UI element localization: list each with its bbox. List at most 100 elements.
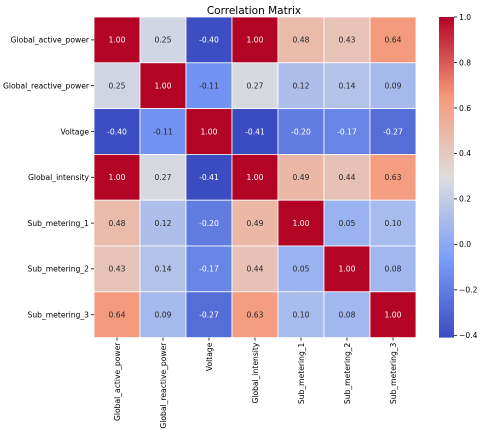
cell-value-label: 0.12: [293, 82, 310, 91]
heatmap-cell: [231, 108, 279, 155]
row-label: Global_active_power: [11, 36, 90, 45]
cell-value-label: -0.27: [383, 127, 403, 136]
cell-value-label: 0.14: [339, 82, 356, 91]
row-labels: Global_active_power Global_reactive_power…: [3, 36, 94, 320]
heatmap-cell: [277, 245, 325, 293]
heatmap-cell: [277, 291, 325, 338]
cell-value-label: -0.11: [199, 82, 219, 91]
heatmap-cell: [185, 291, 233, 338]
cell-value-label: 0.05: [339, 219, 356, 228]
heatmap-cell: [231, 291, 279, 338]
colorbar-tick-label: 1.0: [459, 13, 471, 22]
column-label: Voltage: [205, 342, 214, 371]
cell-value-label: 0.10: [385, 219, 402, 228]
row-label: Sub_metering_1: [28, 219, 90, 228]
heatmap-cell: [369, 153, 417, 201]
cell-value-label: 0.08: [385, 265, 402, 274]
heatmap-cell: [185, 16, 233, 64]
cell-value-label: 0.64: [385, 36, 402, 45]
heatmap-cell: [231, 245, 279, 293]
cell-value-label: -0.40: [107, 127, 127, 136]
cell-value-label: 0.25: [109, 82, 126, 91]
cell-value-label: -0.27: [199, 311, 219, 320]
column-label: Sub_metering_2: [343, 342, 352, 404]
heatmap-cell: [277, 62, 325, 109]
colorbar-tick-label: 0.4: [459, 149, 471, 158]
heatmap-cell: [369, 62, 417, 109]
heatmap-cell: [93, 291, 141, 338]
cell-value-label: -0.17: [199, 265, 219, 274]
column-label: Global_intensity: [251, 342, 260, 403]
colorbar: 1.0 0.8 0.6 0.4 0.2 0.0 −0.2 −0.4: [439, 13, 478, 340]
cell-value-label: 1.00: [247, 36, 264, 45]
cell-value-label: 0.48: [109, 219, 126, 228]
row-label: Global_intensity: [28, 173, 89, 182]
cell-value-label: 0.25: [155, 36, 172, 45]
colorbar-tick-label: 0.8: [459, 58, 471, 67]
heatmap-cell: [139, 245, 187, 293]
row-label: Voltage: [61, 127, 90, 136]
cell-value-label: 1.00: [247, 173, 264, 182]
heatmap-cell: [185, 199, 233, 247]
column-label: Sub_metering_1: [297, 342, 306, 404]
cell-value-label: 0.49: [247, 219, 264, 228]
cell-value-label: 0.09: [155, 311, 172, 320]
row-label: Global_reactive_power: [3, 82, 90, 91]
cell-value-label: 1.00: [109, 36, 126, 45]
heatmap-cell: [93, 245, 141, 293]
cell-value-label: 1.00: [201, 127, 218, 136]
column-labels: Global_active_power Global_reactive_power…: [113, 337, 398, 429]
cell-value-label: -0.41: [199, 173, 219, 182]
column-label: Global_active_power: [113, 342, 122, 421]
chart-title: Correlation Matrix: [207, 5, 301, 17]
cell-value-label: 0.09: [385, 82, 402, 91]
cell-value-label: 0.48: [293, 36, 310, 45]
cell-value-label: 0.14: [155, 265, 172, 274]
colorbar-tick-label: 0.6: [459, 104, 471, 113]
cell-value-label: 1.00: [339, 265, 356, 274]
cell-value-label: 1.00: [385, 311, 402, 320]
cell-value-label: 0.08: [339, 311, 356, 320]
heatmap-cell: [93, 16, 141, 64]
heatmap-cells: 1.00 0.25 -0.40 1.00 0.48 0.43 0.64 0.25 1.00 -0.…: [93, 16, 417, 338]
row-label: Sub_metering_2: [28, 265, 90, 274]
heatmap-cell: [323, 16, 371, 64]
heatmap-cell: [369, 108, 417, 155]
colorbar-tick-label: −0.4: [459, 331, 478, 340]
heatmap-cell: [369, 245, 417, 293]
cell-value-label: 0.05: [293, 265, 310, 274]
cell-value-label: 0.27: [247, 82, 264, 91]
cell-value-label: 0.64: [109, 311, 126, 320]
cell-value-label: -0.41: [245, 127, 265, 136]
cell-value-label: 1.00: [109, 173, 126, 182]
row-label: Sub_metering_3: [28, 311, 90, 320]
cell-value-label: 1.00: [293, 219, 310, 228]
cell-value-label: -0.20: [291, 127, 311, 136]
heatmap-cell: [323, 153, 371, 201]
heatmap-cell: [185, 62, 233, 109]
cell-value-label: 0.27: [155, 173, 172, 182]
heatmap-cell: [323, 108, 371, 155]
cell-value-label: 0.43: [339, 36, 356, 45]
heatmap-cell: [93, 199, 141, 247]
cell-value-label: 0.44: [247, 265, 264, 274]
cell-value-label: -0.17: [337, 127, 357, 136]
heatmap-cell: [139, 153, 187, 201]
cell-value-label: 0.63: [385, 173, 402, 182]
heatmap-cell: [139, 16, 187, 64]
heatmap-cell: [231, 153, 279, 201]
colorbar-tick-label: 0.2: [459, 195, 471, 204]
colorbar-tick-label: 0.0: [459, 240, 471, 249]
column-label: Global_reactive_power: [159, 342, 168, 429]
cell-value-label: 0.43: [109, 265, 126, 274]
cell-value-label: -0.20: [199, 219, 219, 228]
heatmap-cell: [185, 108, 233, 155]
heatmap-cell: [139, 108, 187, 155]
cell-value-label: 0.12: [155, 219, 172, 228]
cell-value-label: 0.63: [247, 311, 264, 320]
colorbar-gradient: [439, 17, 454, 338]
cell-value-label: 1.00: [155, 82, 172, 91]
heatmap-cell: [369, 291, 417, 338]
cell-value-label: -0.11: [153, 127, 173, 136]
